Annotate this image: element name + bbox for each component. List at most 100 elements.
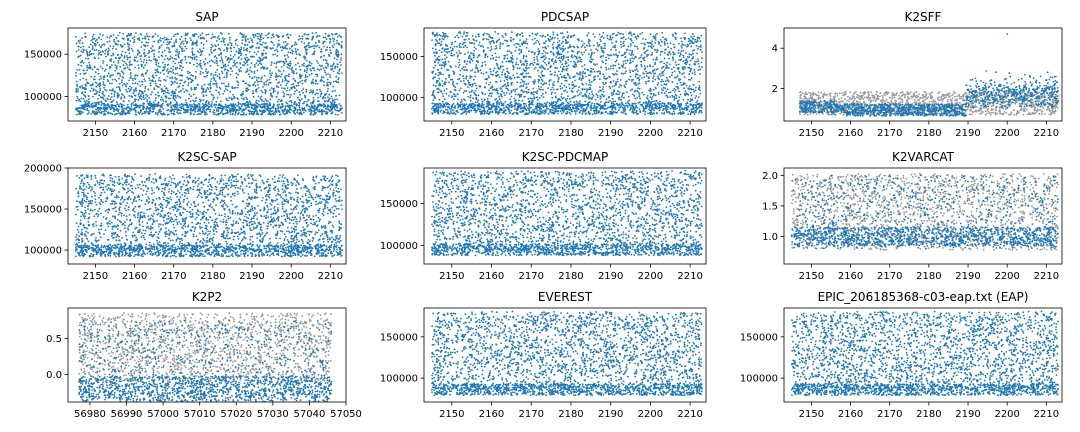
data-point — [314, 93, 316, 96]
data-point — [306, 67, 309, 70]
data-point — [238, 112, 240, 114]
data-point — [201, 110, 204, 113]
data-point — [686, 108, 689, 111]
data-point — [133, 94, 136, 97]
data-point — [167, 113, 170, 116]
data-point — [279, 100, 282, 103]
data-point — [686, 101, 689, 104]
data-point — [180, 109, 182, 112]
data-point — [166, 43, 168, 46]
data-point — [612, 104, 615, 107]
data-point — [103, 94, 106, 97]
data-point — [236, 80, 239, 83]
data-point — [216, 37, 219, 39]
data-point — [459, 87, 462, 90]
data-point — [250, 105, 253, 107]
data-point — [131, 96, 134, 98]
data-point — [133, 90, 136, 93]
data-point — [437, 111, 439, 113]
data-point — [135, 113, 138, 116]
data-point — [278, 81, 281, 84]
data-point — [246, 98, 248, 100]
data-point — [149, 104, 152, 106]
data-point — [228, 32, 230, 35]
data-point — [453, 85, 455, 87]
data-point — [596, 94, 599, 97]
data-point — [558, 46, 561, 49]
data-point — [178, 95, 181, 98]
data-point — [603, 75, 606, 78]
data-point — [115, 112, 118, 115]
data-point — [109, 45, 112, 47]
data-point — [255, 79, 258, 81]
data-point — [157, 71, 160, 74]
data-point — [527, 66, 530, 69]
data-point — [323, 40, 326, 43]
data-point — [132, 41, 135, 44]
data-point — [88, 54, 91, 56]
data-point — [260, 95, 263, 98]
data-point — [657, 102, 659, 104]
data-point — [585, 112, 588, 115]
data-point — [551, 109, 554, 112]
data-point — [674, 94, 677, 96]
data-point — [314, 82, 317, 85]
data-point — [592, 68, 594, 71]
data-point — [560, 57, 563, 60]
data-point — [148, 56, 150, 58]
data-point — [79, 100, 82, 103]
data-point — [294, 48, 297, 50]
data-point — [290, 94, 292, 96]
data-point — [534, 112, 537, 115]
data-point — [574, 62, 577, 64]
data-point — [518, 48, 520, 51]
data-point — [232, 107, 235, 110]
data-point — [198, 105, 201, 108]
data-point — [81, 59, 84, 62]
data-point — [145, 33, 148, 35]
data-point — [193, 93, 195, 96]
data-point — [276, 75, 279, 78]
data-point — [312, 35, 315, 38]
data-point — [303, 111, 305, 114]
data-point — [463, 110, 466, 113]
data-point — [661, 60, 663, 63]
data-point — [241, 80, 244, 83]
data-point — [649, 33, 652, 36]
data-point — [488, 108, 490, 111]
data-point — [218, 38, 221, 40]
data-point — [141, 113, 144, 115]
data-point — [277, 42, 280, 45]
data-point — [634, 107, 637, 109]
data-point — [638, 108, 641, 111]
data-point — [313, 113, 315, 116]
data-point — [301, 63, 304, 66]
data-point — [147, 103, 150, 105]
data-point — [313, 50, 316, 53]
data-point — [125, 85, 128, 88]
data-point — [158, 76, 161, 79]
data-point — [449, 78, 452, 81]
data-point — [251, 39, 253, 41]
data-point — [239, 113, 242, 116]
data-point — [221, 108, 224, 111]
data-point — [250, 62, 253, 64]
data-point — [321, 97, 324, 100]
data-point — [468, 81, 470, 84]
data-point — [119, 66, 122, 68]
data-point — [101, 67, 104, 70]
data-point — [315, 111, 317, 114]
data-point — [189, 105, 192, 108]
data-point — [624, 112, 626, 115]
data-point — [471, 106, 473, 109]
data-point — [78, 107, 81, 109]
data-point — [103, 104, 105, 107]
data-point — [197, 36, 200, 38]
data-point — [469, 75, 472, 77]
data-point — [644, 110, 647, 113]
data-point — [322, 58, 325, 61]
data-point — [444, 105, 447, 108]
data-point — [176, 95, 179, 97]
data-point — [623, 96, 625, 99]
data-point — [279, 75, 282, 78]
